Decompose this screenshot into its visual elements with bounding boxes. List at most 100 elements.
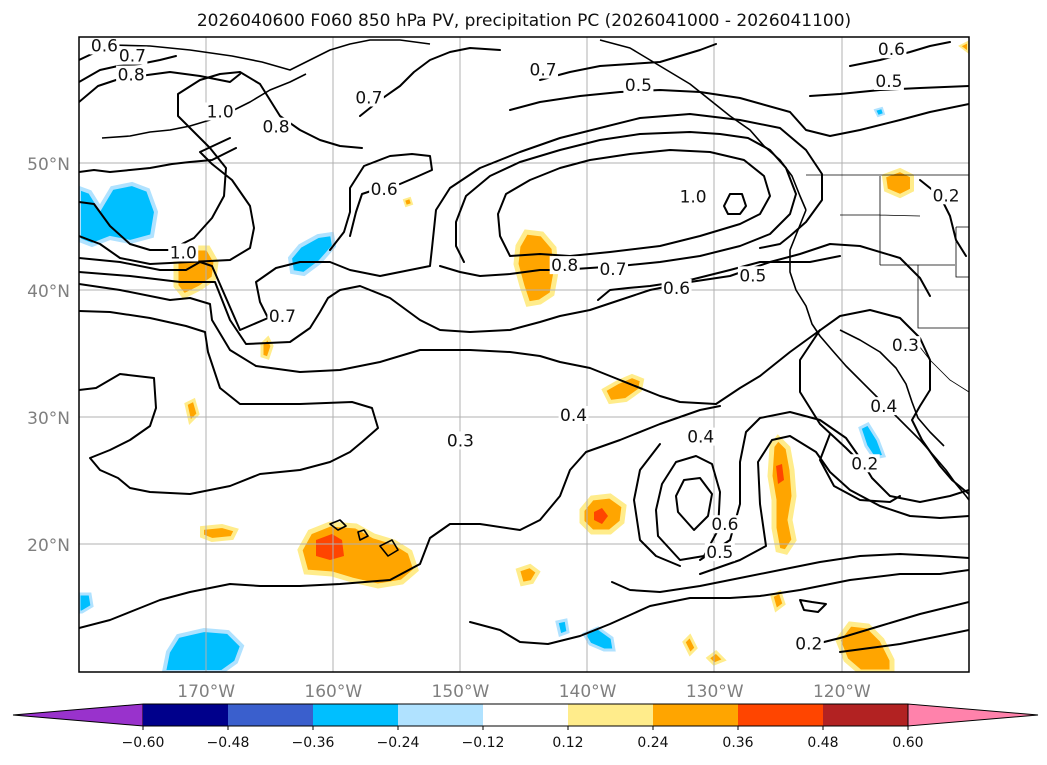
contour-label-halo xyxy=(528,60,559,79)
contour-label: 1.0 xyxy=(680,188,707,208)
pv-contour xyxy=(819,433,901,503)
colorbar-tick-label: 0.24 xyxy=(637,735,668,751)
pv-contour xyxy=(497,149,771,257)
colorbar-segment xyxy=(823,704,908,726)
lon-tick-label: 150°W xyxy=(432,682,490,702)
contour-label-halo xyxy=(737,266,768,285)
precip-positive-area xyxy=(316,534,344,560)
colorbar: −0.60 −0.48 −0.36 −0.24 −0.12 0.12 0.24 0.36 0.4… xyxy=(12,703,1039,751)
contour-label-halo xyxy=(205,102,236,121)
alaska-panhandle-coast xyxy=(599,39,807,211)
contour-label-halo xyxy=(623,75,654,94)
pv-contour xyxy=(79,147,237,173)
contour-label: 0.3 xyxy=(447,431,474,451)
colorbar-tick-label: −0.12 xyxy=(462,735,505,751)
contour-label-halo xyxy=(678,187,709,206)
colorbar-segment xyxy=(143,704,228,726)
lat-tick-label: 30°N xyxy=(27,409,70,429)
contour-label: 0.7 xyxy=(355,89,382,109)
pv-contours xyxy=(79,41,969,653)
contour-label-halo xyxy=(168,243,199,262)
coastlines xyxy=(101,39,969,557)
colorbar-tick-label: −0.24 xyxy=(377,735,420,751)
contour-label-halo xyxy=(793,634,824,653)
contour-label-halo xyxy=(868,397,899,416)
contour-label-halo xyxy=(117,46,148,65)
contour-label: 0.4 xyxy=(870,397,897,417)
latitude-labels: 50°N 40°N 30°N 20°N xyxy=(27,155,70,556)
colorbar-extend-high xyxy=(907,703,1039,727)
contour-label: 0.4 xyxy=(560,406,587,426)
contour-label-halo xyxy=(353,88,384,107)
pv-contour xyxy=(849,41,951,67)
mexico-us-border xyxy=(915,341,969,393)
us-state-lines xyxy=(840,176,969,329)
precip-negative-area xyxy=(858,422,887,460)
lon-tick-label: 160°W xyxy=(304,682,362,702)
pv-contour xyxy=(809,85,969,97)
lon-tick-label: 170°W xyxy=(177,682,235,702)
contour-label: 1.0 xyxy=(207,102,234,122)
contour-label-halo xyxy=(876,40,907,59)
precip-positive-area xyxy=(513,229,559,307)
map-frame xyxy=(78,36,970,673)
chart-title: 2026040600 F060 850 hPa PV, precipitatio… xyxy=(197,11,851,31)
lat-tick-label: 40°N xyxy=(27,282,70,302)
precip-positive-area xyxy=(260,335,274,360)
precip-negative-area xyxy=(79,592,94,614)
colorbar-segment xyxy=(483,704,568,726)
pv-contour xyxy=(79,113,823,331)
colorbar-tick-label: −0.60 xyxy=(122,735,165,751)
contour-label: 0.6 xyxy=(711,515,738,535)
contour-label: 0.6 xyxy=(91,36,118,56)
contour-label-halo xyxy=(116,65,147,84)
map-panel: 0.60.70.81.00.80.70.70.50.60.50.6 1.0 0.21… xyxy=(78,36,970,673)
pv-contour xyxy=(633,443,681,567)
contour-label: 0.5 xyxy=(739,266,766,286)
contour-label-halo xyxy=(873,71,904,90)
contour-label: 0.2 xyxy=(933,186,960,206)
colorbar-segment xyxy=(313,704,398,726)
contour-label-halo xyxy=(704,543,735,562)
pv-contour xyxy=(79,71,241,103)
pv-contour xyxy=(79,243,931,345)
contour-label-halo xyxy=(931,186,962,205)
colorbar-tick-label: −0.36 xyxy=(292,735,335,751)
pv-contour xyxy=(79,405,721,629)
contour-label-halo xyxy=(369,179,400,198)
precip-positive-area xyxy=(200,523,239,543)
colorbar-segment xyxy=(738,704,823,726)
baja-peninsula xyxy=(839,329,945,447)
precip-positive-area xyxy=(515,563,541,587)
precip-negative-area xyxy=(161,627,245,672)
colorbar-segment xyxy=(228,704,313,726)
pv-contour xyxy=(799,601,969,649)
precip-positive-area xyxy=(767,434,797,555)
contour-label-halo xyxy=(890,336,921,355)
colorbar-tick-label: 0.36 xyxy=(722,735,753,751)
precip-negative-area xyxy=(873,106,886,118)
contour-label-halo xyxy=(445,431,476,450)
pv-contour xyxy=(79,283,969,495)
hawaii-coast xyxy=(329,519,399,557)
contour-label-halo xyxy=(685,427,716,446)
contour-label: 0.3 xyxy=(892,336,919,356)
pv-contour xyxy=(509,89,969,137)
contour-label: 0.5 xyxy=(706,543,733,563)
contour-label: 0.2 xyxy=(851,454,878,474)
pv-contour xyxy=(699,411,969,561)
contour-label: 0.6 xyxy=(371,180,398,200)
precip-positive-area xyxy=(705,650,727,666)
contour-label-halo xyxy=(549,256,580,275)
contour-label: 0.5 xyxy=(875,72,902,92)
contour-label: 1.0 xyxy=(170,243,197,263)
precip-positive-area xyxy=(402,196,414,208)
longitude-labels: 170°W 160°W 150°W 140°W 130°W 120°W xyxy=(177,682,871,702)
lon-tick-label: 120°W xyxy=(813,682,871,702)
pv-contour xyxy=(611,553,969,593)
precip-positive-area xyxy=(594,508,608,524)
north-america-west-coast xyxy=(789,209,969,501)
contour-labels: 0.60.70.81.00.80.70.70.50.60.50.6 1.0 0.21… xyxy=(89,36,962,655)
contour-label: 0.8 xyxy=(263,118,290,138)
